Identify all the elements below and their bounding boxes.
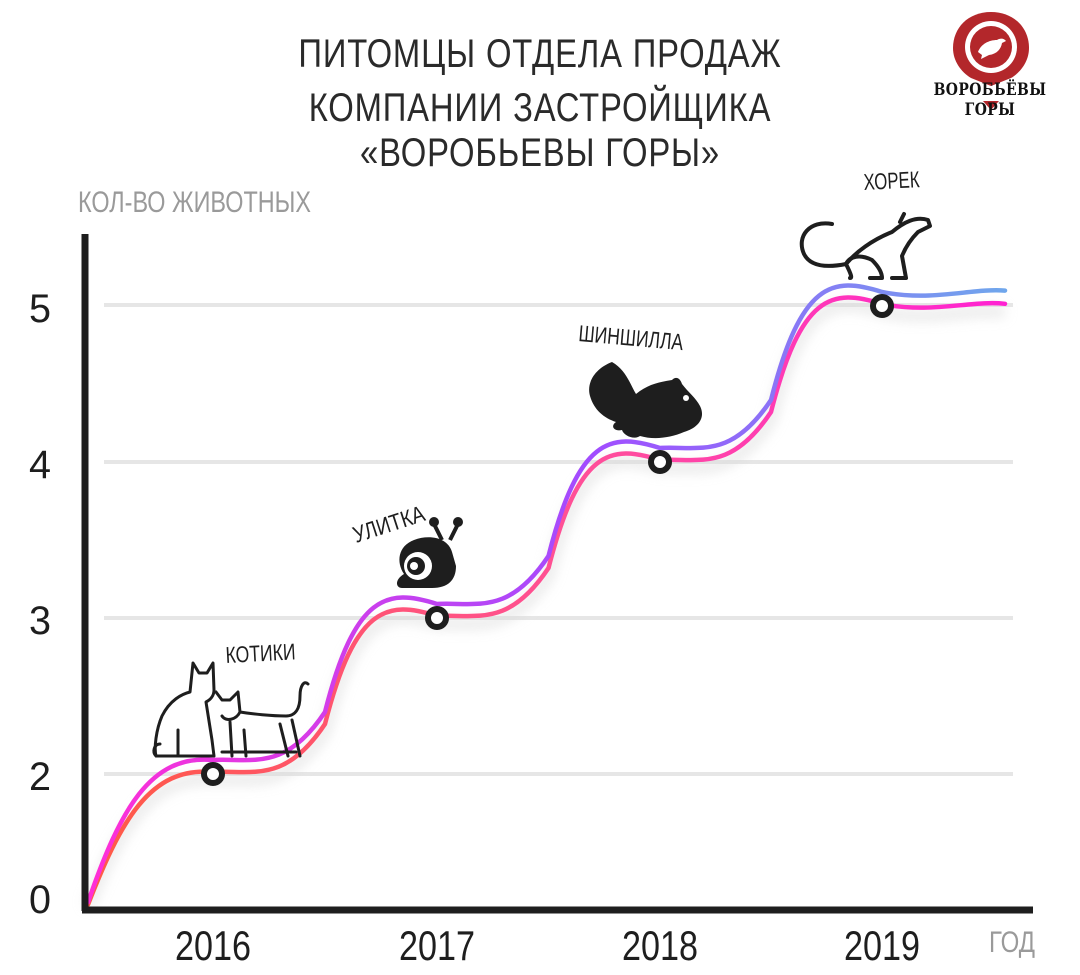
x-tick-label: 2017 <box>399 922 475 969</box>
x-tick-label: 2016 <box>175 922 251 969</box>
x-axis-label: ГОД <box>989 926 1036 959</box>
x-tick-label: 2019 <box>844 922 920 969</box>
snail-icon <box>397 517 463 588</box>
data-point <box>870 294 894 318</box>
chart-title-line1: ПИТОМЦЫ ОТДЕЛА ПРОДАЖ <box>298 32 782 76</box>
map-pin-icon <box>953 12 1029 110</box>
y-tick-label: 3 <box>29 599 51 643</box>
x-tick-label: 2018 <box>622 922 698 969</box>
logo-text: ВОРОБЬЁВЫ ГОРЫ <box>933 80 1047 120</box>
annotation-ferret: ХОРЕК <box>863 166 921 195</box>
y-tick-labels: 0 2 3 4 5 <box>29 287 51 922</box>
ferret-icon <box>799 212 932 280</box>
series-line-top <box>85 283 1008 905</box>
curve-shadow <box>83 300 1006 909</box>
y-tick-label: 4 <box>29 443 51 487</box>
data-point <box>648 450 672 474</box>
company-logo: ВОРОБЬЁВЫ ГОРЫ <box>905 6 1075 120</box>
y-axis-label: КОЛ-ВО ЖИВОТНЫХ <box>78 186 311 219</box>
y-tick-label: 0 <box>29 878 51 922</box>
annotation-cats: КОТИКИ <box>225 638 296 668</box>
cats-icon <box>152 661 310 758</box>
chinchilla-icon <box>589 362 703 439</box>
x-tick-labels: 2016 2017 2018 2019 <box>175 922 920 969</box>
y-tick-label: 2 <box>29 755 51 799</box>
chart-title-line2: КОМПАНИИ ЗАСТРОЙЩИКА «ВОРОБЬЕВЫ ГОРЫ» <box>308 86 772 175</box>
series-line-bottom <box>85 295 1008 907</box>
data-point <box>425 606 449 630</box>
annotation-chinchilla: ШИНШИЛЛА <box>578 320 685 355</box>
data-point <box>201 762 225 786</box>
y-tick-label: 5 <box>29 287 51 331</box>
data-points <box>201 294 894 786</box>
